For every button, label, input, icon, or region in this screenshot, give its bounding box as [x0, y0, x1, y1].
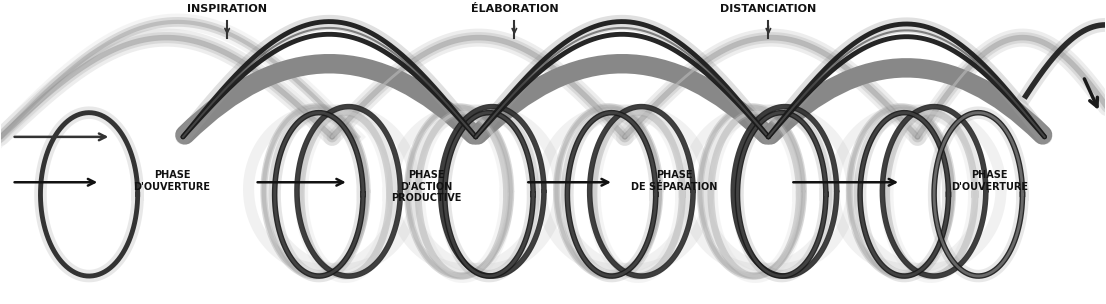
- Text: PHASE
DE SÉPARATION: PHASE DE SÉPARATION: [632, 170, 718, 192]
- Text: PHASE
D'OUVERTURE: PHASE D'OUVERTURE: [134, 170, 210, 192]
- Text: ÉLABORATION: ÉLABORATION: [470, 4, 559, 14]
- Text: PHASE
D'ACTION
PRODUCTIVE: PHASE D'ACTION PRODUCTIVE: [390, 170, 461, 203]
- Text: INSPIRATION: INSPIRATION: [187, 4, 268, 14]
- Text: DISTANCIATION: DISTANCIATION: [720, 4, 816, 14]
- Text: PHASE
D'OUVERTURE: PHASE D'OUVERTURE: [951, 170, 1027, 192]
